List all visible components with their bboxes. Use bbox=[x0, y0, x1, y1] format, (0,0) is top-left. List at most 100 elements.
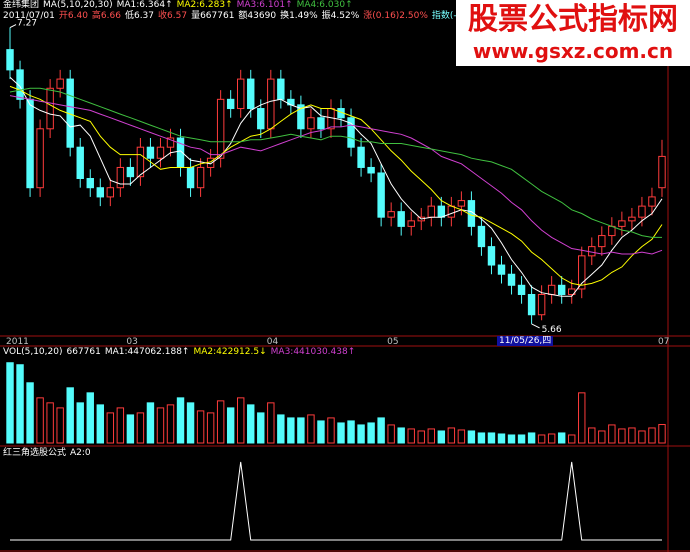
watermark-url: www.gsxz.com.cn bbox=[472, 39, 674, 63]
candle-body bbox=[628, 216, 636, 222]
low-pointer bbox=[531, 323, 540, 329]
candle-body bbox=[578, 255, 586, 290]
volume-bar bbox=[557, 432, 566, 444]
legend-entry: MA4:6.030↑ bbox=[296, 0, 353, 10]
volume-bar bbox=[327, 417, 335, 444]
volume-bar bbox=[547, 433, 556, 444]
candle-body bbox=[247, 78, 255, 110]
volume-header: VOL(5,10,20) 667761 MA1:447062.188↑ MA2:422… bbox=[3, 347, 359, 358]
x-tick-label: 2011 bbox=[6, 337, 29, 347]
candle-body bbox=[648, 196, 656, 207]
volume-bar bbox=[136, 412, 145, 444]
ma-line bbox=[9, 76, 663, 297]
volume-bar bbox=[126, 414, 135, 444]
volume-bar bbox=[287, 417, 295, 444]
candle-body bbox=[447, 205, 456, 218]
ma-line bbox=[9, 87, 662, 238]
info-item: 2011/07/01 bbox=[3, 11, 55, 21]
volume-bar bbox=[497, 433, 506, 444]
watermark-title: 股票公式指标网 bbox=[468, 2, 678, 37]
candle-body bbox=[638, 205, 646, 218]
volume-bar bbox=[417, 430, 425, 444]
x-tick-label: 05 bbox=[387, 337, 398, 347]
volume-bar bbox=[166, 404, 175, 444]
volume-bar bbox=[76, 402, 84, 444]
volume-bar bbox=[537, 434, 546, 444]
volume-bar bbox=[317, 420, 325, 444]
candle-body bbox=[407, 220, 415, 227]
volume-bar bbox=[487, 432, 496, 444]
volume-bar bbox=[347, 420, 355, 444]
info-item: 涨(0.16)2.50% bbox=[363, 11, 428, 21]
volume-bar bbox=[568, 434, 576, 444]
volume-bar bbox=[588, 427, 596, 444]
volume-bar bbox=[618, 428, 626, 444]
indicator-value: A2:0 bbox=[70, 448, 91, 458]
candle-body bbox=[507, 273, 516, 286]
volume-bar bbox=[106, 412, 115, 444]
candle-body bbox=[457, 200, 466, 207]
candle-body bbox=[46, 87, 54, 130]
volume-bar bbox=[46, 402, 54, 444]
volume-bar bbox=[598, 430, 606, 444]
volume-bar bbox=[146, 402, 155, 444]
candle-body bbox=[126, 166, 135, 178]
legend-entry: MA1:6.364↑ bbox=[116, 0, 173, 10]
candle-body bbox=[598, 235, 606, 248]
candle-body bbox=[277, 78, 285, 100]
candle-body bbox=[237, 78, 245, 110]
volume-bar bbox=[517, 434, 526, 444]
candle-body bbox=[56, 78, 64, 89]
candle-body bbox=[357, 146, 365, 168]
volume-bar bbox=[176, 397, 185, 444]
legend-entry: MA2:422912.5↓ bbox=[193, 347, 267, 357]
low-label: 5.66 bbox=[542, 325, 562, 335]
info-item: 高6.66 bbox=[91, 11, 121, 21]
volume-bar bbox=[447, 427, 456, 444]
candle-body bbox=[367, 166, 375, 174]
volume-bar bbox=[457, 429, 466, 444]
candle-body bbox=[226, 98, 235, 110]
legend-entry: MA2:6.283↑ bbox=[176, 0, 233, 10]
candle-body bbox=[86, 178, 94, 189]
info-item: 指数(-232 bbox=[431, 11, 474, 21]
volume-bar bbox=[257, 412, 265, 444]
volume-bar bbox=[267, 402, 275, 444]
candle-body bbox=[106, 187, 115, 198]
volume-bar bbox=[297, 417, 305, 444]
volume-bar bbox=[6, 362, 14, 444]
volume-bar bbox=[16, 364, 24, 444]
volume-bar bbox=[277, 414, 285, 444]
volume-bar bbox=[247, 404, 255, 444]
candle-body bbox=[206, 157, 215, 168]
indicator-title: 红三角选股公式 bbox=[3, 448, 67, 458]
candle-body bbox=[156, 146, 165, 159]
legend-entry: MA3:441030.438↑ bbox=[270, 347, 356, 357]
candle-body bbox=[196, 166, 205, 189]
volume-bar bbox=[66, 387, 74, 444]
candle-body bbox=[257, 108, 265, 130]
volume-bar bbox=[116, 407, 125, 444]
volume-bar bbox=[377, 417, 385, 444]
info-item: 低6.37 bbox=[124, 11, 155, 21]
cursor-date: 11/05/26,四 bbox=[497, 336, 554, 346]
candle-body bbox=[497, 264, 506, 275]
high-pointer bbox=[9, 24, 17, 28]
candle-body bbox=[267, 78, 275, 130]
ma-line bbox=[9, 85, 663, 286]
candle-body bbox=[618, 220, 626, 227]
x-tick-label: 04 bbox=[267, 337, 279, 347]
candle-body bbox=[527, 293, 536, 316]
candle-body bbox=[76, 146, 84, 179]
candle-body bbox=[397, 211, 405, 227]
candle-body bbox=[26, 98, 34, 189]
candle-body bbox=[16, 69, 24, 100]
volume-bar bbox=[237, 397, 245, 444]
volume-bar bbox=[307, 414, 315, 444]
volume-bar bbox=[648, 427, 656, 444]
candle-body bbox=[6, 49, 14, 71]
volume-bar bbox=[26, 382, 34, 444]
candle-body bbox=[146, 146, 155, 159]
volume-bar bbox=[578, 392, 586, 444]
